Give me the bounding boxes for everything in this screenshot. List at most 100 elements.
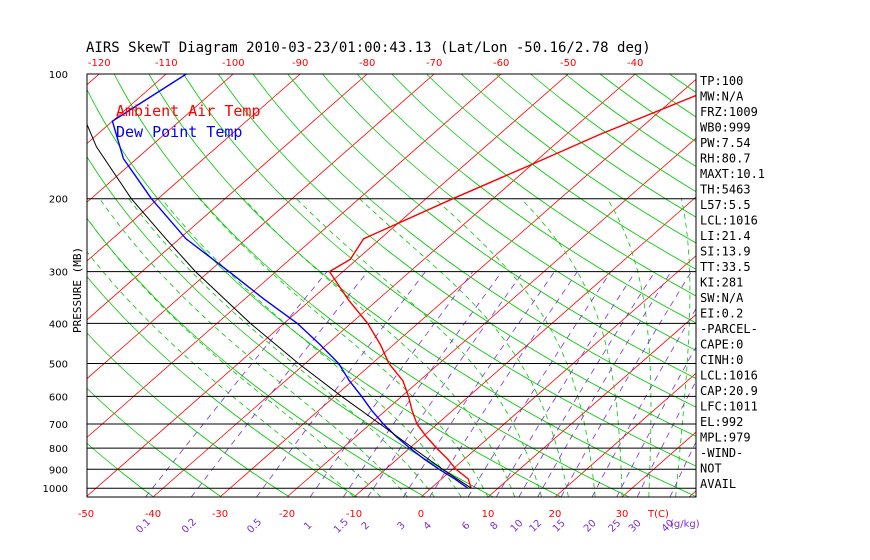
pressure-tick-label: 800 xyxy=(49,444,68,455)
mixing-ratio-tick-label: 6 xyxy=(460,520,472,532)
top-temperature-tick-label: -80 xyxy=(359,58,375,69)
stability-index-entry: -WIND- xyxy=(700,446,743,460)
mixing-ratio-line xyxy=(560,271,692,497)
isotherm-line xyxy=(420,255,696,497)
bottom-temperature-labels: -50 -40 -30 -20 -10 0 10 20 30 xyxy=(78,509,629,520)
dry-adiabat-line xyxy=(217,74,696,437)
mixing-ratio-line xyxy=(367,271,524,497)
stability-index-entry: WB0:999 xyxy=(700,121,751,135)
stability-index-entry: FRZ:1009 xyxy=(700,105,758,119)
top-temperature-tick-label: -40 xyxy=(627,58,643,69)
dry-adiabat-line xyxy=(564,74,696,167)
moist-adiabat-line xyxy=(296,198,542,497)
mixing-ratio-tick-label: 8 xyxy=(488,520,500,532)
mixing-ratio-line xyxy=(429,271,578,497)
plot-frame xyxy=(86,73,697,498)
bottom-temperature-tick-label: 20 xyxy=(549,509,562,520)
stability-index-entry: CAPE:0 xyxy=(700,338,743,352)
pressure-tick-label: 700 xyxy=(49,420,68,431)
dry-adiabat-line xyxy=(87,276,358,497)
isotherm-line xyxy=(554,372,696,497)
isotherm-line xyxy=(87,74,502,438)
mixing-ratio-tick-label: 2 xyxy=(360,520,372,532)
stability-index-entry: MW:N/A xyxy=(700,90,744,104)
dry-adiabat-line xyxy=(287,74,696,379)
mixing-ratio-tick-label: 10 xyxy=(509,518,526,535)
pressure-tick-label: 1000 xyxy=(43,484,68,495)
dry-adiabat-line xyxy=(495,74,696,218)
background-lines xyxy=(87,73,870,497)
moist-adiabat-line xyxy=(607,198,652,497)
isotherm-line xyxy=(353,196,696,497)
stability-index-entry: CINH:0 xyxy=(700,353,743,367)
stability-index-entry: PW:7.54 xyxy=(700,136,751,150)
mixing-ratio-tick-label: 0.5 xyxy=(245,517,264,536)
stability-index-entry: AVAIL xyxy=(700,477,736,491)
mixing-ratio-tick-label: 1 xyxy=(302,520,314,532)
mixing-ratio-tick-label: 4 xyxy=(422,520,434,532)
isotherm-line xyxy=(87,74,301,262)
dry-adiabat-line xyxy=(87,332,290,497)
pressure-tick-label: 500 xyxy=(49,360,68,371)
stability-index-entry: CAP:20.9 xyxy=(700,384,758,398)
mixing-ratio-line xyxy=(190,271,369,497)
mixing-ratio-line xyxy=(616,346,696,497)
bottom-temperature-tick-label: -50 xyxy=(78,509,94,520)
mixing-ratio-line xyxy=(467,271,612,497)
chart-legend: Ambient Air Temp Dew Point Temp xyxy=(116,102,261,141)
stability-index-entry: LI:21.4 xyxy=(700,229,751,243)
mixing-ratio-tick-label: 30 xyxy=(627,518,644,535)
bottom-temperature-tick-label: 0 xyxy=(418,509,424,520)
moist-adiabat-line xyxy=(99,198,408,497)
dry-adiabat-line xyxy=(356,74,696,324)
mixing-ratio-line xyxy=(636,380,696,497)
stability-index-entry: MPL:979 xyxy=(700,431,751,445)
stability-index-entry: LCL:1016 xyxy=(700,214,758,228)
stability-index-entry: SW:N/A xyxy=(700,291,744,305)
bottom-temperature-tick-label: -10 xyxy=(346,509,362,520)
legend-entry: Ambient Air Temp xyxy=(116,102,261,120)
pressure-tick-label: 300 xyxy=(49,268,68,279)
pressure-tick-label: 900 xyxy=(49,465,68,476)
stability-index-entry: EI:0.2 xyxy=(700,307,743,321)
dry-adiabat-line xyxy=(87,387,222,497)
pressure-tick-label: 400 xyxy=(49,319,68,330)
isotherm-line xyxy=(152,74,636,497)
mixing-ratio-unit-label: (g/kg) xyxy=(670,519,700,530)
dry-adiabat-line xyxy=(425,74,696,270)
mixing-ratio-line xyxy=(342,271,503,497)
y-axis-label: PRESSURE (MB) xyxy=(71,247,84,333)
stability-index-entry: SI:13.9 xyxy=(700,245,751,259)
bottom-temperature-tick-label: 30 xyxy=(616,509,629,520)
chart-title: AIRS SkewT Diagram 2010-03-23/01:00:43.1… xyxy=(86,40,651,56)
moist-adiabat-line xyxy=(675,198,691,497)
stability-index-entry: KI:281 xyxy=(700,276,743,290)
isotherm-line xyxy=(286,137,696,497)
isotherm-line xyxy=(87,74,234,203)
stability-index-entry: RH:80.7 xyxy=(700,152,751,166)
stability-index-entry: TH:5463 xyxy=(700,183,751,197)
mixing-ratio-line xyxy=(403,271,555,497)
plot-border xyxy=(86,73,697,498)
stability-index-entry: L57:5.5 xyxy=(700,198,751,212)
mixing-ratio-line xyxy=(591,307,696,497)
top-temperature-labels: -120 -110 -100 -90 -80 -70 -60 -50 -40 xyxy=(88,58,644,69)
dry-adiabat-line xyxy=(668,74,696,94)
dry-adiabat-line xyxy=(772,73,870,497)
mixing-ratio-tick-label: 0.2 xyxy=(180,517,199,536)
mixing-ratio-line xyxy=(669,441,696,497)
series-line xyxy=(111,74,469,489)
pressure-axis-labels: 100 200 300 400 500 600 700 800 900 1000 xyxy=(43,70,68,495)
isotherm-line xyxy=(487,314,696,497)
pressure-tick-label: 100 xyxy=(49,70,68,81)
dry-adiabat-line xyxy=(87,217,426,497)
dry-adiabat-line xyxy=(737,73,870,497)
top-temperature-tick-label: -70 xyxy=(426,58,442,69)
moist-adiabat-line xyxy=(87,217,382,497)
legend-entry: Dew Point Temp xyxy=(116,123,242,141)
isotherm-line xyxy=(87,74,569,497)
dry-adiabat-line xyxy=(113,74,630,497)
temperature-unit-label: T(C) xyxy=(647,509,669,520)
mixing-ratio-line xyxy=(256,271,426,497)
top-temperature-tick-label: -100 xyxy=(222,58,245,69)
